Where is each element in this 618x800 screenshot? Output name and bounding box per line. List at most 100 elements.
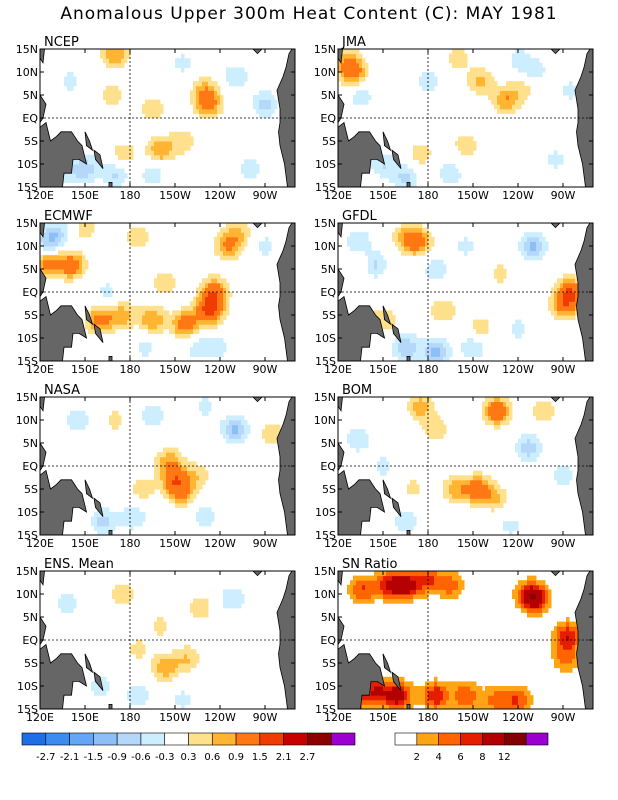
heatmap-cell <box>422 232 426 238</box>
heatmap-cell <box>169 489 173 495</box>
heatmap-cell <box>341 58 345 64</box>
heatmap-cell <box>97 164 101 170</box>
heatmap-cell <box>187 484 191 490</box>
heatmap-cell <box>64 173 68 179</box>
heatmap-cell <box>377 315 381 321</box>
heatmap-cell <box>434 76 438 82</box>
heatmap-cell <box>61 273 65 279</box>
heatmap-cell <box>470 351 474 357</box>
heatmap-cell <box>67 72 71 78</box>
heatmap-cell <box>458 584 462 590</box>
heatmap-cell <box>503 397 507 403</box>
heatmap-cell <box>175 466 179 472</box>
heatmap-cell <box>88 168 92 174</box>
heatmap-cell <box>419 580 423 586</box>
heatmap-cell <box>356 241 360 247</box>
heatmap-cell <box>229 232 233 238</box>
heatmap-cell <box>575 626 579 632</box>
heatmap-cell <box>389 686 393 692</box>
heatmap-cell <box>241 232 245 238</box>
colorbar-label: 2.7 <box>299 752 315 763</box>
heatmap-cell <box>350 81 354 87</box>
heatmap-cell <box>446 589 450 595</box>
heatmap-cell <box>148 113 152 119</box>
heatmap-cell <box>193 658 197 664</box>
y-tick-label: 10S <box>315 680 336 693</box>
heatmap-cell <box>479 489 483 495</box>
heatmap-cell <box>145 173 149 179</box>
heatmap-cell <box>217 310 221 316</box>
heatmap-cell <box>410 397 414 403</box>
colorbar-label: -2.1 <box>60 752 80 763</box>
heatmap-cell <box>395 575 399 581</box>
heatmap-cell <box>512 85 516 91</box>
heatmap-cell <box>461 484 465 490</box>
heatmap-cell <box>509 521 513 527</box>
heatmap-cell <box>154 484 158 490</box>
heatmap-cell <box>73 173 77 179</box>
heatmap-cell <box>539 232 543 238</box>
heatmap-cell <box>190 310 194 316</box>
heatmap-cell <box>184 305 188 311</box>
heatmap-cell <box>521 67 525 73</box>
heatmap-cell <box>118 90 122 96</box>
land-mass <box>550 223 561 229</box>
heatmap-cell <box>211 81 215 87</box>
heatmap-cell <box>473 479 477 485</box>
heatmap-cell <box>422 401 426 407</box>
heatmap-cell <box>124 49 128 55</box>
heatmap-cell <box>124 324 128 330</box>
heatmap-cell <box>407 512 411 518</box>
heatmap-cell <box>166 447 170 453</box>
heatmap-cell <box>226 415 230 421</box>
land-mass <box>108 181 113 187</box>
heatmap-cell <box>229 589 233 595</box>
heatmap-cell <box>413 173 417 179</box>
heatmap-cell <box>112 99 116 105</box>
heatmap-cell <box>187 466 191 472</box>
heatmap-cell <box>169 447 173 453</box>
heatmap-cell <box>371 264 375 270</box>
heatmap-cell <box>515 95 519 101</box>
heatmap-cell <box>109 420 113 426</box>
heatmap-cell <box>464 145 468 151</box>
heatmap-cell <box>482 81 486 87</box>
heatmap-cell <box>118 319 122 325</box>
heatmap-cell <box>79 223 83 229</box>
heatmap-cell <box>61 250 65 256</box>
heatmap-cell <box>205 516 209 522</box>
heatmap-cell <box>112 182 116 187</box>
heatmap-cell <box>491 76 495 82</box>
heatmap-cell <box>353 232 357 238</box>
heatmap-cell <box>163 447 167 453</box>
heatmap-cell <box>235 603 239 609</box>
heatmap-cell <box>533 452 537 458</box>
heatmap-cell <box>151 154 155 160</box>
heatmap-cell <box>518 49 522 55</box>
heatmap-cell <box>356 49 360 55</box>
heatmap-cell <box>196 658 200 664</box>
heatmap-cell <box>545 584 549 590</box>
heatmap-cell <box>109 415 113 421</box>
heatmap-cell <box>271 433 275 439</box>
heatmap-cell <box>398 571 402 577</box>
heatmap-cell <box>362 99 366 105</box>
heatmap-cell <box>557 315 561 321</box>
heatmap-cell <box>145 319 149 325</box>
heatmap-cell <box>199 598 203 604</box>
heatmap-cell <box>241 433 245 439</box>
heatmap-cell <box>539 580 543 586</box>
heatmap-cell <box>482 690 486 696</box>
heatmap-cell <box>154 479 158 485</box>
heatmap-cell <box>443 695 447 701</box>
heatmap-cell <box>121 512 125 518</box>
heatmap-cell <box>124 521 128 527</box>
x-tick-label: 150W <box>457 363 489 376</box>
heatmap-cell <box>175 328 179 334</box>
heatmap-cell <box>422 589 426 595</box>
heatmap-cell <box>440 420 444 426</box>
y-tick-label: EQ <box>320 460 336 473</box>
heatmap-cell <box>202 507 206 513</box>
heatmap-cell <box>172 456 176 462</box>
heatmap-cell <box>274 429 278 435</box>
